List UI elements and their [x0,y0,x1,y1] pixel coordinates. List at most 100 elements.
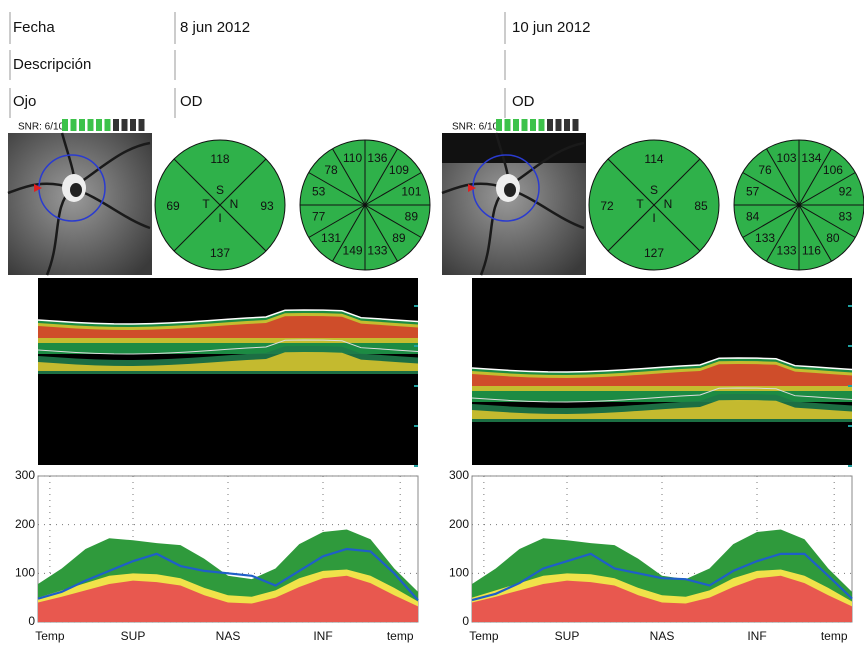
eye: OD [512,93,535,110]
clock-value: 109 [389,163,409,177]
clock-value: 133 [367,244,387,258]
quadrant-value: 114 [644,152,663,166]
retina-layer [472,364,852,386]
x-tick-label: temp [387,629,414,643]
exam-date: 10 jun 2012 [512,19,590,36]
quadrant-divider [607,158,701,252]
retina-border [471,357,853,373]
clock-value: 76 [758,163,772,177]
clock-value: 103 [777,151,797,165]
optic-cup [504,183,516,197]
quadrant-value: 118 [210,152,229,166]
thickness-line [37,547,419,601]
snr-bar [513,119,519,131]
scan-start-marker [34,184,42,192]
clock-value: 57 [746,185,760,199]
quadrant-divider [173,158,267,252]
snr-bar [62,119,68,131]
quadrant-value: 72 [600,199,614,213]
fecha-label: Fecha [13,19,55,36]
quadrant-letter: I [218,211,221,225]
clock-value: 149 [343,244,363,258]
x-tick-label: Temp [35,629,65,643]
x-tick-label: INF [313,629,332,643]
x-tick-label: SUP [555,629,580,643]
optic-cup [70,183,82,197]
snr-bar [96,119,102,131]
snr-bar [87,119,94,131]
quadrant-value: 137 [210,246,230,260]
quadrant-value: 69 [166,199,180,213]
snr-bar [138,119,145,131]
clock-value: 53 [312,185,326,199]
y-tick-label: 100 [449,566,469,580]
quadrant-value: 85 [694,199,708,213]
header-separators [9,12,506,118]
y-tick-label: 300 [449,468,469,482]
clock-value: 133 [755,231,775,245]
y-tick-label: 0 [462,614,469,628]
clock-value: 136 [367,151,387,165]
exam-date: 8 jun 2012 [180,19,250,36]
quadrant-letter: N [230,197,239,211]
snr-bar [70,119,77,131]
snr-bar [504,119,511,131]
snr-bar [538,119,545,131]
thickness-line [471,552,853,602]
eye: OD [180,93,203,110]
quadrant-letter: I [652,211,655,225]
clock-value: 110 [343,151,362,165]
quadrant-value: 93 [260,199,274,213]
x-tick-label: SUP [121,629,146,643]
normative-band [472,575,852,622]
snr-bar [121,119,128,131]
retina-layer [38,352,418,371]
clock-value: 78 [324,163,338,177]
clock-value: 89 [405,210,419,224]
x-tick-label: Temp [469,629,499,643]
snr-label: SNR: 6/10 [452,122,499,133]
retina-border [37,339,419,355]
clock-value: 83 [839,210,853,224]
snr-bar [496,119,502,131]
clock-value: 131 [321,231,341,245]
snr-label: SNR: 6/10 [18,122,65,133]
quadrant-letter: T [202,197,210,211]
snr-bar [130,119,136,131]
y-tick-label: 200 [15,517,35,531]
snr-bar [572,119,579,131]
snr-bar [564,119,570,131]
normative-band [38,575,418,622]
clock-value: 133 [777,244,797,258]
y-tick-label: 0 [28,614,35,628]
ojo-label: Ojo [13,93,36,110]
quadrant-value: 127 [644,246,664,260]
y-tick-label: 300 [15,468,35,482]
quadrant-letter: S [216,183,224,197]
retina-layer [38,316,418,338]
y-tick-label: 200 [449,517,469,531]
y-tick-label: 100 [15,566,35,580]
retina-layer [472,400,852,419]
clock-value: 134 [801,151,821,165]
descripcion-label: Descripción [13,56,91,73]
snr-bar [79,119,85,131]
clock-divider [766,148,832,262]
x-tick-label: NAS [650,629,675,643]
clock-value: 77 [312,210,326,224]
snr-bar [113,119,119,131]
quadrant-letter: S [650,183,658,197]
clock-value: 101 [401,185,421,199]
fundus-image [8,133,152,275]
quadrant-letter: N [664,197,673,211]
retina-border [471,387,853,403]
fundus-image-mask [442,133,586,163]
clock-value: 116 [802,244,821,258]
scan-start-marker [468,184,476,192]
x-tick-label: temp [821,629,848,643]
x-tick-label: NAS [216,629,241,643]
clock-divider [332,148,398,262]
snr-bar [521,119,528,131]
quadrant-letter: T [636,197,644,211]
